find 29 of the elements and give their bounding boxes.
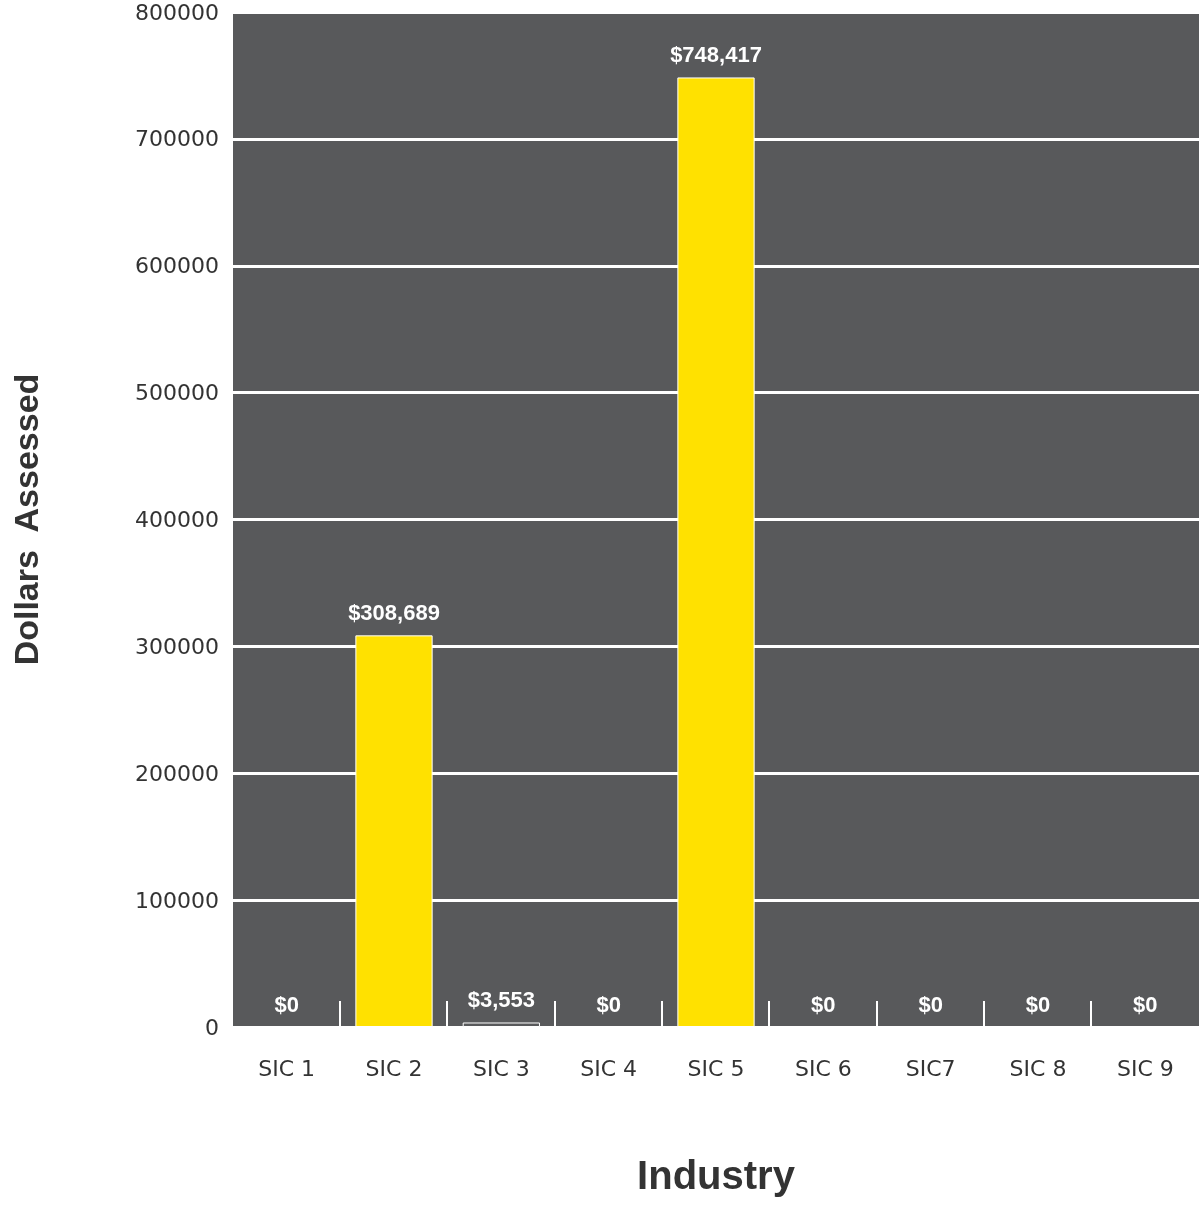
data-label: $748,417	[670, 41, 762, 67]
x-tick-label: SIC 8	[1009, 1055, 1067, 1081]
x-tick-label: SIC7	[905, 1055, 956, 1081]
x-tick-label: SIC 1	[258, 1055, 316, 1081]
y-tick-label: 100000	[135, 887, 219, 913]
data-label: $0	[274, 991, 299, 1017]
y-tick-label: 700000	[135, 126, 219, 152]
y-tick-label: 200000	[135, 760, 219, 786]
x-tick-label: SIC 5	[687, 1055, 745, 1081]
x-tick-label: SIC 6	[794, 1055, 852, 1081]
data-label: $0	[596, 991, 621, 1017]
y-tick-label: 0	[205, 1014, 219, 1040]
y-tick-label: 300000	[135, 633, 219, 659]
data-label: $0	[811, 991, 836, 1017]
data-label: $0	[1025, 991, 1051, 1017]
x-tick-label: SIC 4	[580, 1055, 638, 1081]
y-axis-title: Dollars Assessed	[7, 373, 45, 666]
x-tick-label: SIC 9	[1116, 1055, 1174, 1081]
data-label: $0	[1133, 991, 1158, 1017]
data-label: $0	[918, 991, 943, 1017]
data-label: $3,553	[467, 986, 535, 1012]
y-tick-label: 600000	[135, 253, 219, 279]
x-axis-title: Industry	[637, 1153, 796, 1197]
y-tick-label: 500000	[135, 380, 219, 406]
x-tick-label: SIC 2	[365, 1055, 423, 1081]
data-label: $308,689	[348, 599, 440, 625]
y-tick-label: 800000	[135, 0, 219, 25]
x-tick-label: SIC 3	[472, 1055, 530, 1081]
y-tick-label: 400000	[135, 507, 219, 532]
